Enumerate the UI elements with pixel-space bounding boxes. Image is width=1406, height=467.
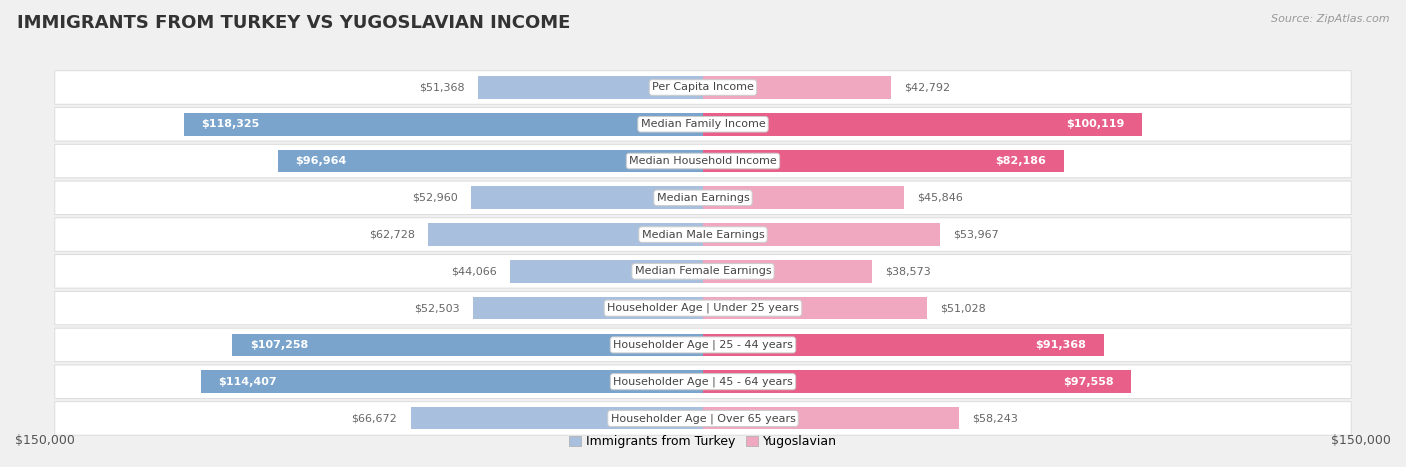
FancyBboxPatch shape	[55, 365, 1351, 398]
Text: $45,846: $45,846	[917, 193, 963, 203]
Text: Median Household Income: Median Household Income	[628, 156, 778, 166]
Text: $38,573: $38,573	[886, 266, 931, 276]
Legend: Immigrants from Turkey, Yugoslavian: Immigrants from Turkey, Yugoslavian	[564, 431, 842, 453]
Text: Median Earnings: Median Earnings	[657, 193, 749, 203]
Text: $42,792: $42,792	[904, 83, 950, 92]
Bar	[478, 76, 703, 99]
Text: Median Male Earnings: Median Male Earnings	[641, 230, 765, 240]
Text: Median Female Earnings: Median Female Earnings	[634, 266, 772, 276]
Text: $82,186: $82,186	[995, 156, 1046, 166]
Text: $96,964: $96,964	[295, 156, 346, 166]
Text: Householder Age | Under 25 years: Householder Age | Under 25 years	[607, 303, 799, 313]
Text: Per Capita Income: Per Capita Income	[652, 83, 754, 92]
Text: $118,325: $118,325	[201, 119, 260, 129]
Bar	[201, 370, 703, 393]
Bar	[232, 333, 703, 356]
Text: $114,407: $114,407	[219, 377, 277, 387]
FancyBboxPatch shape	[55, 328, 1351, 361]
FancyBboxPatch shape	[55, 402, 1351, 435]
Text: $91,368: $91,368	[1035, 340, 1087, 350]
Text: $44,066: $44,066	[451, 266, 496, 276]
Text: $53,967: $53,967	[953, 230, 998, 240]
FancyBboxPatch shape	[55, 71, 1351, 104]
Bar	[703, 186, 904, 209]
FancyBboxPatch shape	[55, 291, 1351, 325]
Text: Householder Age | 45 - 64 years: Householder Age | 45 - 64 years	[613, 376, 793, 387]
Text: $107,258: $107,258	[250, 340, 308, 350]
Bar	[703, 76, 891, 99]
Bar	[703, 333, 1104, 356]
Bar	[427, 223, 703, 246]
Text: $58,243: $58,243	[972, 413, 1018, 424]
FancyBboxPatch shape	[55, 218, 1351, 251]
Bar	[411, 407, 703, 430]
Text: IMMIGRANTS FROM TURKEY VS YUGOSLAVIAN INCOME: IMMIGRANTS FROM TURKEY VS YUGOSLAVIAN IN…	[17, 14, 571, 32]
Text: $52,503: $52,503	[413, 303, 460, 313]
Bar	[472, 297, 703, 319]
Text: $66,672: $66,672	[352, 413, 398, 424]
Text: Householder Age | 25 - 44 years: Householder Age | 25 - 44 years	[613, 340, 793, 350]
Text: $51,028: $51,028	[941, 303, 986, 313]
Text: Source: ZipAtlas.com: Source: ZipAtlas.com	[1271, 14, 1389, 24]
Bar	[703, 113, 1142, 135]
Text: $97,558: $97,558	[1063, 377, 1114, 387]
FancyBboxPatch shape	[55, 181, 1351, 214]
Text: $52,960: $52,960	[412, 193, 457, 203]
Text: $62,728: $62,728	[368, 230, 415, 240]
Text: Median Family Income: Median Family Income	[641, 119, 765, 129]
FancyBboxPatch shape	[55, 144, 1351, 178]
Bar	[471, 186, 703, 209]
Bar	[510, 260, 703, 283]
FancyBboxPatch shape	[55, 107, 1351, 141]
Bar	[703, 297, 927, 319]
Bar	[703, 407, 959, 430]
Bar	[703, 370, 1130, 393]
Bar	[184, 113, 703, 135]
Bar	[703, 260, 872, 283]
Text: $51,368: $51,368	[419, 83, 464, 92]
Bar	[277, 149, 703, 172]
Bar	[703, 149, 1063, 172]
FancyBboxPatch shape	[55, 255, 1351, 288]
Bar	[703, 223, 939, 246]
Text: $100,119: $100,119	[1066, 119, 1125, 129]
Text: Householder Age | Over 65 years: Householder Age | Over 65 years	[610, 413, 796, 424]
